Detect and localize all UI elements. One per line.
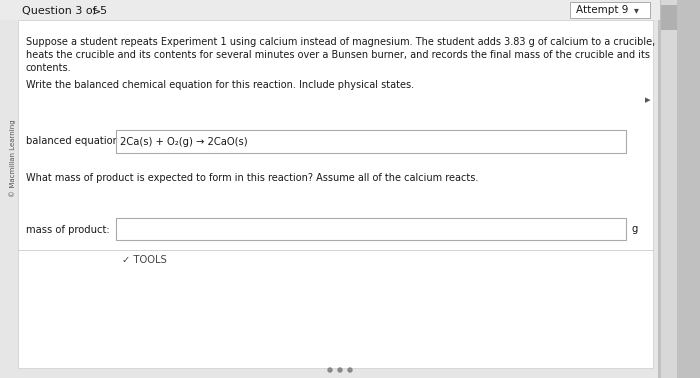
- Text: contents.: contents.: [26, 63, 71, 73]
- Bar: [661, 0, 677, 378]
- Bar: [116, 130, 626, 153]
- Text: Attempt 9: Attempt 9: [576, 5, 629, 15]
- Text: Suppose a student repeats Experiment 1 using calcium instead of magnesium. The s: Suppose a student repeats Experiment 1 u…: [26, 37, 655, 47]
- Bar: [116, 218, 626, 240]
- Text: What mass of product is expected to form in this reaction? Assume all of the cal: What mass of product is expected to form…: [26, 173, 478, 183]
- Text: Question 3 of 5: Question 3 of 5: [22, 6, 107, 16]
- Text: balanced equation:: balanced equation:: [26, 136, 122, 146]
- Text: ✓ TOOLS: ✓ TOOLS: [122, 255, 167, 265]
- Circle shape: [348, 368, 352, 372]
- Text: >: >: [92, 6, 102, 16]
- Text: 2Ca(s) + O₂(g) → 2CaO(s): 2Ca(s) + O₂(g) → 2CaO(s): [120, 137, 248, 147]
- Text: Write the balanced chemical equation for this reaction. Include physical states.: Write the balanced chemical equation for…: [26, 80, 414, 90]
- Text: ▸: ▸: [645, 95, 651, 105]
- Circle shape: [328, 368, 332, 372]
- Bar: [0, 0, 660, 20]
- Bar: [661, 5, 677, 30]
- Text: heats the crucible and its contents for several minutes over a Bunsen burner, an: heats the crucible and its contents for …: [26, 50, 650, 60]
- Text: g: g: [632, 224, 638, 234]
- Text: © Macmillan Learning: © Macmillan Learning: [10, 119, 16, 197]
- Text: ▾: ▾: [634, 5, 639, 15]
- Bar: [658, 0, 700, 378]
- Text: mass of product:: mass of product:: [26, 225, 110, 235]
- Circle shape: [338, 368, 342, 372]
- Bar: [570, 2, 650, 18]
